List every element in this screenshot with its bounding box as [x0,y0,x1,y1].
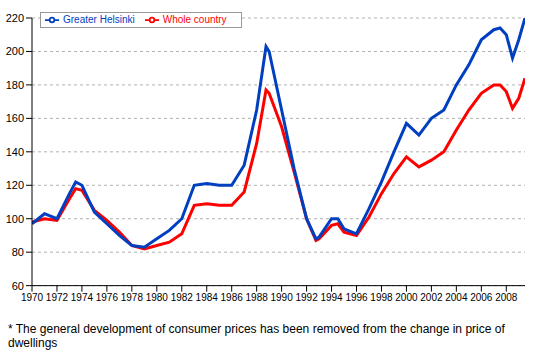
svg-text:1982: 1982 [171,292,194,303]
svg-text:1976: 1976 [96,292,119,303]
svg-text:2004: 2004 [445,292,468,303]
svg-text:80: 80 [12,246,24,258]
html-text:* The general development of c: * The general development of consumer pr… [8,322,505,350]
svg-text:200: 200 [8,45,24,57]
html-text:Whole country: Whole country [162,14,227,25]
svg-text:2008: 2008 [495,292,518,303]
svg-text:1978: 1978 [121,292,144,303]
svg-text:1984: 1984 [196,292,219,303]
svg-text:1970: 1970 [21,292,44,303]
svg-text:100: 100 [8,213,24,225]
svg-text:160: 160 [8,112,24,124]
svg-text:2002: 2002 [420,292,443,303]
svg-text:60: 60 [12,280,24,292]
svg-text:1986: 1986 [221,292,244,303]
svg-text:1974: 1974 [71,292,94,303]
svg-text:1996: 1996 [345,292,368,303]
svg-text:2006: 2006 [470,292,493,303]
svg-text:1998: 1998 [370,292,393,303]
svg-text:1980: 1980 [146,292,169,303]
svg-text:120: 120 [8,179,24,191]
svg-text:180: 180 [8,79,24,91]
svg-text:140: 140 [8,146,24,158]
svg-text:1992: 1992 [295,292,318,303]
svg-text:1994: 1994 [320,292,343,303]
html-text:Greater Helsinki: Greater Helsinki [63,14,135,25]
svg-text:1988: 1988 [246,292,269,303]
svg-text:1990: 1990 [270,292,293,303]
svg-text:2000: 2000 [395,292,418,303]
svg-text:220: 220 [8,12,24,24]
svg-text:1972: 1972 [46,292,69,303]
